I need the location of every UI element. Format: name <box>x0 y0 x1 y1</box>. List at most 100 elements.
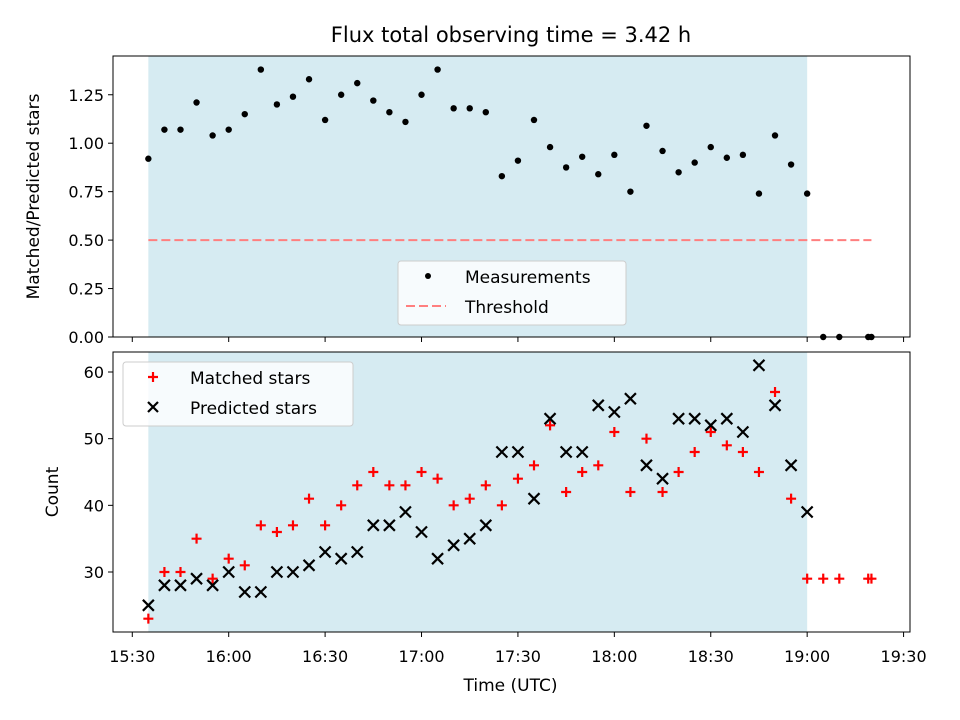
y-tick-label: 1.00 <box>68 134 104 153</box>
measurement-point <box>321 116 329 124</box>
matched-point <box>528 460 539 471</box>
measurement-point <box>611 151 618 159</box>
legend-box <box>122 361 354 427</box>
measurement-point <box>241 110 248 118</box>
series-measurements <box>145 66 875 341</box>
predicted-point <box>383 519 396 532</box>
matched-point <box>721 440 732 451</box>
legend-label: Threshold <box>464 298 549 318</box>
predicted-point <box>800 505 814 519</box>
matched-point <box>705 427 716 437</box>
measurement-point <box>579 153 586 160</box>
matched-point <box>352 480 363 491</box>
measurement-point <box>386 109 393 116</box>
matched-point <box>496 500 507 511</box>
predicted-point <box>415 525 428 539</box>
legend-measurement-key <box>425 273 431 279</box>
predicted-point <box>640 459 653 472</box>
matched-point <box>834 573 845 584</box>
matched-point <box>802 573 813 584</box>
y-tick-label: 0.25 <box>68 280 104 299</box>
matched-point <box>191 533 202 544</box>
matched-point <box>512 473 523 484</box>
chart-title: Flux total observing time = 3.42 h <box>331 23 691 47</box>
legend-box <box>397 260 627 326</box>
predicted-point <box>511 445 525 459</box>
x-tick-label: 17:00 <box>398 647 444 666</box>
measurement-point <box>225 126 232 133</box>
ratio-panel: 0.00 0.25 0.50 0.75 1.00 1.25 Matched/Predicte… <box>24 55 911 347</box>
matched-point <box>770 387 781 397</box>
predicted-point <box>575 445 589 459</box>
matched-point <box>239 560 250 571</box>
matched-point <box>753 467 764 477</box>
matched-point <box>336 500 347 511</box>
legend-label: Predicted stars <box>190 399 317 419</box>
predicted-point <box>479 519 493 532</box>
measurement-point <box>803 190 811 197</box>
predicted-point <box>720 412 734 425</box>
measurement-point <box>787 161 795 168</box>
measurement-point <box>739 151 747 159</box>
predicted-point <box>334 552 348 565</box>
legend-label: Matched stars <box>190 369 310 389</box>
measurement-point <box>289 93 297 100</box>
x-axis-label: Time (UTC) <box>463 676 558 696</box>
measurement-point <box>466 105 473 112</box>
matched-point <box>593 460 604 471</box>
matched-point <box>255 520 266 531</box>
y-axis-label: Matched/Predicted stars <box>24 93 44 299</box>
predicted-point <box>768 399 782 412</box>
predicted-point <box>624 392 637 405</box>
x-tick-label: 19:30 <box>881 647 927 666</box>
measurement-point <box>691 159 698 166</box>
measurement-point <box>305 76 313 83</box>
measurement-point <box>354 79 361 87</box>
predicted-point <box>608 405 621 419</box>
matched-point <box>786 493 797 504</box>
matched-point <box>384 480 395 491</box>
matched-point <box>561 487 572 497</box>
series-predicted-stars <box>142 359 814 612</box>
x-tick-label: 16:30 <box>302 647 348 666</box>
predicted-point <box>318 545 332 559</box>
predicted-point <box>495 445 509 459</box>
predicted-point <box>527 492 541 505</box>
matched-point <box>545 420 556 431</box>
predicted-point <box>286 565 300 579</box>
predicted-point <box>672 412 685 425</box>
matched-point <box>175 567 186 577</box>
count-panel: 30 40 50 60 15:30 16:00 16:30 17:00 17:30 18:00 18… <box>43 351 927 696</box>
matched-point <box>416 467 427 477</box>
predicted-point <box>784 459 798 472</box>
measurement-point <box>755 190 763 197</box>
matched-point <box>464 493 475 504</box>
matched-point <box>818 573 829 584</box>
predicted-point <box>431 552 444 565</box>
matched-point <box>207 573 218 584</box>
matched-point <box>287 520 298 531</box>
matched-point <box>689 447 700 457</box>
measurement-point <box>595 171 602 178</box>
predicted-point <box>656 472 669 485</box>
predicted-point <box>463 532 476 545</box>
legend: Measurements Threshold <box>397 260 627 326</box>
predicted-point <box>350 545 364 559</box>
matched-point <box>143 613 154 624</box>
predicted-point <box>688 412 701 425</box>
matched-point <box>657 487 668 497</box>
x-tick-label: 19:00 <box>784 647 830 666</box>
matched-point <box>609 427 620 437</box>
predicted-point <box>399 505 412 519</box>
y-tick-label: 0.75 <box>68 183 104 202</box>
measurement-point <box>482 109 489 116</box>
predicted-point <box>752 359 766 372</box>
y-tick-label: 60 <box>84 363 104 382</box>
measurement-point <box>161 126 168 133</box>
measurement-point <box>209 132 216 139</box>
predicted-point <box>559 445 573 459</box>
predicted-point <box>270 565 284 579</box>
predicted-point <box>206 579 219 592</box>
measurement-point <box>450 105 457 112</box>
